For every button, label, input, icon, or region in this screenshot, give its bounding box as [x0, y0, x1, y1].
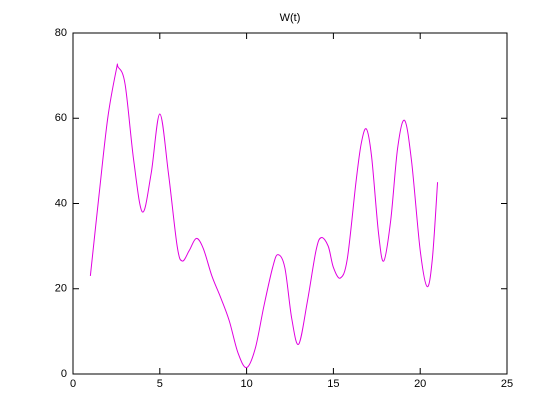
x-tick-label: 20	[414, 378, 426, 390]
x-tick-label: 0	[70, 378, 76, 390]
y-tick-label: 0	[61, 368, 67, 380]
y-tick-label: 80	[55, 27, 67, 39]
x-tick-label: 15	[327, 378, 339, 390]
line-series	[89, 63, 439, 369]
plot-border	[72, 32, 508, 375]
x-tick-label: 25	[501, 378, 513, 390]
y-tick-label: 60	[55, 112, 67, 124]
y-tick-label: 40	[55, 197, 67, 209]
y-tick-label: 20	[55, 283, 67, 295]
x-tick-label: 5	[157, 378, 163, 390]
chart-title: W(t)	[280, 12, 301, 24]
x-tick-label: 10	[240, 378, 252, 390]
